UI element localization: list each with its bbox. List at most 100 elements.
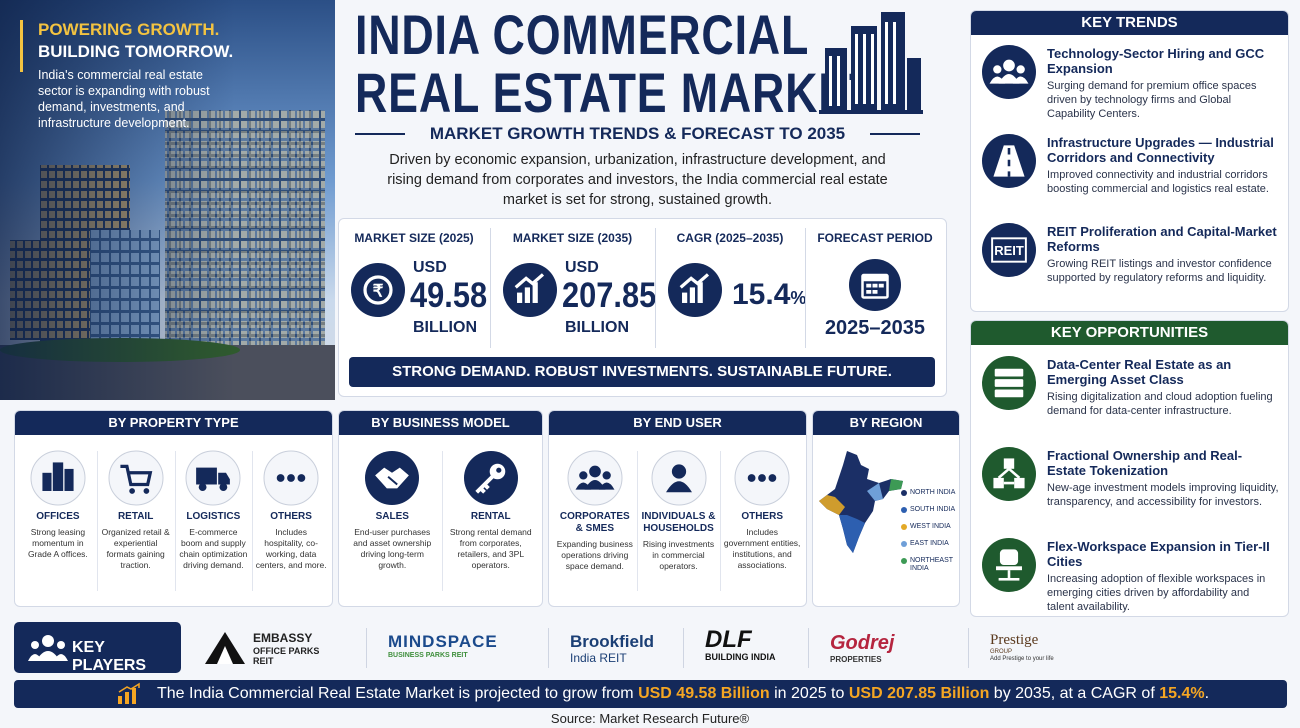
segment-text: Includes government entities, institutio… xyxy=(723,527,801,570)
footer-text: The India Commercial Real Estate Market … xyxy=(157,680,1209,708)
subtitle-rule xyxy=(870,133,920,135)
divider xyxy=(805,228,806,348)
segment-text: Includes hospitality, co-working, data c… xyxy=(255,527,327,570)
footer-highlight: USD 207.85 Billion xyxy=(848,685,990,702)
icon xyxy=(734,450,790,506)
item-text: Surging demand for premium office spaces… xyxy=(1047,80,1257,120)
key-players-label: KEY PLAYERS xyxy=(14,622,181,674)
player-name: MINDSPACE xyxy=(388,632,498,651)
title-line: REAL ESTATE MARKET xyxy=(355,61,878,124)
icon xyxy=(365,451,420,505)
segment-text: End-user purchases and asset ownership d… xyxy=(353,527,432,570)
india-map xyxy=(819,451,903,553)
svg-text:₹: ₹ xyxy=(373,281,384,300)
stat-value: 207.85 xyxy=(562,276,657,315)
hero-tagline: POWERING GROWTH. xyxy=(38,20,220,39)
stat-label: MARKET SIZE (2025) xyxy=(354,231,474,245)
divider xyxy=(548,628,549,668)
hero-image xyxy=(0,0,335,400)
item-text: Improved connectivity and industrial cor… xyxy=(1047,169,1269,195)
legend-swatch xyxy=(901,490,907,496)
segment-text: Strong leasing momentum in Grade A offic… xyxy=(27,527,88,559)
icon-label: REIT xyxy=(994,243,1024,258)
stat-unit: BILLION xyxy=(413,319,477,336)
item-title: Flex-Workspace Expansion in Tier-II Citi… xyxy=(1047,539,1270,569)
stat-label: MARKET SIZE (2035) xyxy=(512,231,633,245)
icon xyxy=(108,450,164,506)
segment-name: RENTAL xyxy=(470,511,511,522)
legend-label: NORTH INDIA xyxy=(910,489,956,496)
banner: STRONG DEMAND. ROBUST INVESTMENTS. SUSTA… xyxy=(349,357,935,387)
icon xyxy=(849,259,901,311)
player-logo: Brookfield India REIT xyxy=(570,632,680,665)
player-name: EMBASSY xyxy=(253,631,313,645)
footer-segment: . xyxy=(1204,685,1210,702)
segment-item: OTHERS Includes government entities, inst… xyxy=(723,511,801,571)
legend-swatch xyxy=(901,524,907,530)
chart-icon xyxy=(118,682,140,704)
hero-text: India's commercial real estate sector is… xyxy=(38,68,210,130)
item-text: Rising digitalization and cloud adoption… xyxy=(1047,391,1273,417)
logo-mark xyxy=(205,632,245,664)
icon xyxy=(463,451,518,505)
footer-segment: The India Commercial Real Estate Market … xyxy=(157,685,639,702)
stat-unit: % xyxy=(790,288,807,308)
segment-item: RETAIL Organized retail & experiential fo… xyxy=(100,511,172,571)
segment-name: OTHERS xyxy=(741,511,783,522)
segment-item: CORPORATES & SMES Expanding business oper… xyxy=(556,511,634,572)
player-name: Add Prestige to your life xyxy=(990,656,1054,663)
icon xyxy=(668,263,722,317)
list-item: Flex-Workspace Expansion in Tier-II Citi… xyxy=(1047,539,1279,614)
building-icon xyxy=(819,12,923,114)
footer-segment: in 2025 to xyxy=(769,685,849,702)
stat-value: 49.58 xyxy=(410,276,488,315)
icon xyxy=(567,450,623,506)
description: Driven by economic expansion, urbanizati… xyxy=(387,152,888,208)
segment-panel: BY END USER CORPORATES & SMES Expanding bu… xyxy=(548,410,807,607)
panel-header: KEY TRENDS xyxy=(971,11,1288,35)
segment-name: SALES xyxy=(375,511,409,522)
item-title: Technology-Sector Hiring and GCC Expansi… xyxy=(1047,46,1265,76)
player-logo: EMBASSY OFFICE PARKS REIT xyxy=(253,631,403,666)
segment-name: RETAIL xyxy=(117,511,154,522)
player-name: PROPERTIES xyxy=(830,655,882,664)
segment-item: INDIVIDUALS & HOUSEHOLDS Rising investmen… xyxy=(640,511,718,572)
subtitle-rule xyxy=(355,133,405,135)
list-item: Fractional Ownership and Real-Estate Tok… xyxy=(1047,448,1279,509)
segment-item: OTHERS Includes hospitality, co-working, … xyxy=(255,511,327,571)
panel-header: KEY OPPORTUNITIES xyxy=(971,321,1288,345)
segment-text: Rising investments in commercial operato… xyxy=(642,539,715,571)
divider xyxy=(683,628,684,668)
divider xyxy=(808,628,809,668)
list-item: Data-Center Real Estate as an Emerging A… xyxy=(1047,357,1279,418)
segment-item: RENTAL Strong rental demand from corporat… xyxy=(445,511,538,571)
divider xyxy=(490,228,491,348)
item-text: Growing REIT listings and investor confi… xyxy=(1047,258,1272,284)
player-name: GROUP xyxy=(990,649,1013,656)
footer-bar: The India Commercial Real Estate Market … xyxy=(14,680,1287,708)
segment-item: LOGISTICS E-commerce boom and supply chai… xyxy=(178,511,250,571)
player-logo: Godrej PROPERTIES xyxy=(830,632,970,664)
key-trends-panel: KEY TRENDS Technology-Sector Hiring and … xyxy=(970,10,1289,312)
footer-highlight: USD 49.58 Billion xyxy=(638,685,770,702)
segment-name: OTHERS xyxy=(270,511,312,522)
icon xyxy=(185,450,241,506)
item-title: Fractional Ownership and Real-Estate Tok… xyxy=(1047,448,1243,478)
legend-label: SOUTH INDIA xyxy=(910,506,956,513)
segment-item: OFFICES Strong leasing momentum in Grade … xyxy=(22,511,94,560)
icon xyxy=(982,538,1036,592)
player-logo: Prestige GROUP Add Prestige to your life xyxy=(990,632,1090,663)
item-title: REIT Proliferation and Capital-Market Re… xyxy=(1047,224,1277,254)
icon: ₹ xyxy=(351,263,405,317)
segment-text: Strong rental demand from corporates, re… xyxy=(449,527,532,570)
hero-buildings xyxy=(0,0,335,400)
stat-value-group: 15.4% xyxy=(732,278,806,312)
key-opportunities-panel: KEY OPPORTUNITIES Data-Center Real Estat… xyxy=(970,320,1289,617)
icon xyxy=(503,263,557,317)
panel-header: BY BUSINESS MODEL xyxy=(339,411,542,435)
title-line: INDIA COMMERCIAL xyxy=(355,3,810,66)
list-item: Infrastructure Upgrades — Industrial Cor… xyxy=(1047,135,1279,196)
panel-header: BY REGION xyxy=(813,411,959,435)
legend-label: WEST INDIA xyxy=(910,523,951,530)
